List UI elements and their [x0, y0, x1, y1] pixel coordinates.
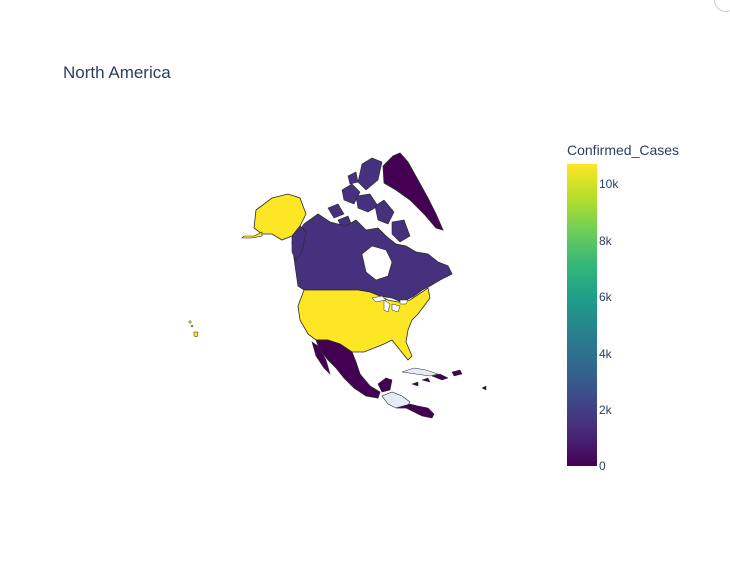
colorbar-tick-6k: 6k	[599, 290, 612, 304]
colorbar-tick-8k: 8k	[599, 234, 612, 248]
region-hawaii[interactable]	[188, 320, 199, 338]
region-yucatan[interactable]	[377, 377, 393, 393]
hudson-bay	[361, 245, 393, 281]
chart-title: North America	[63, 63, 171, 82]
choropleth-map[interactable]	[0, 0, 560, 583]
region-baja[interactable]	[311, 341, 331, 376]
region-central-america[interactable]	[395, 403, 435, 419]
colorbar-tick-10k: 10k	[599, 177, 619, 191]
region-mexico[interactable]	[315, 339, 381, 399]
region-greenland[interactable]	[382, 152, 444, 231]
corner-edge	[714, 0, 730, 12]
colorbar-tick-2k: 2k	[599, 403, 612, 417]
region-alaska-peninsula[interactable]	[241, 231, 263, 239]
region-canada-arctic[interactable]	[327, 157, 411, 243]
colorbar-tick-0: 0	[599, 459, 606, 473]
great-lakes	[371, 295, 409, 313]
region-caribbean[interactable]	[401, 367, 487, 391]
region-canada-coast[interactable]	[291, 225, 307, 261]
colorbar-tick-4k: 4k	[599, 347, 612, 361]
colorbar	[567, 164, 597, 466]
colorbar-title: Confirmed_Cases	[567, 142, 680, 158]
